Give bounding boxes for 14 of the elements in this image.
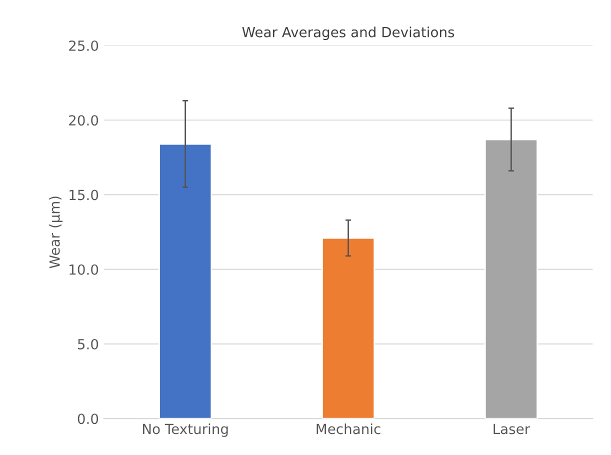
y-tick-label: 5.0 [78,338,98,350]
bar [484,138,538,419]
x-tick-label: Laser [494,424,530,434]
bar [322,237,376,419]
y-tick-label: 0.0 [78,414,98,424]
x-tick-label: No Texturing [143,423,228,437]
y-tick-label: 25.0 [69,40,98,51]
x-tick-label: Mechanic [316,423,380,434]
y-axis-title: Wear (µm) [49,196,63,268]
y-tick-label: 20.0 [69,115,98,126]
y-tick-label: 10.0 [70,264,98,275]
chart-title: Wear Averages and Deviations [242,26,454,40]
bar [158,143,212,419]
y-tick-label: 15.0 [70,190,98,200]
